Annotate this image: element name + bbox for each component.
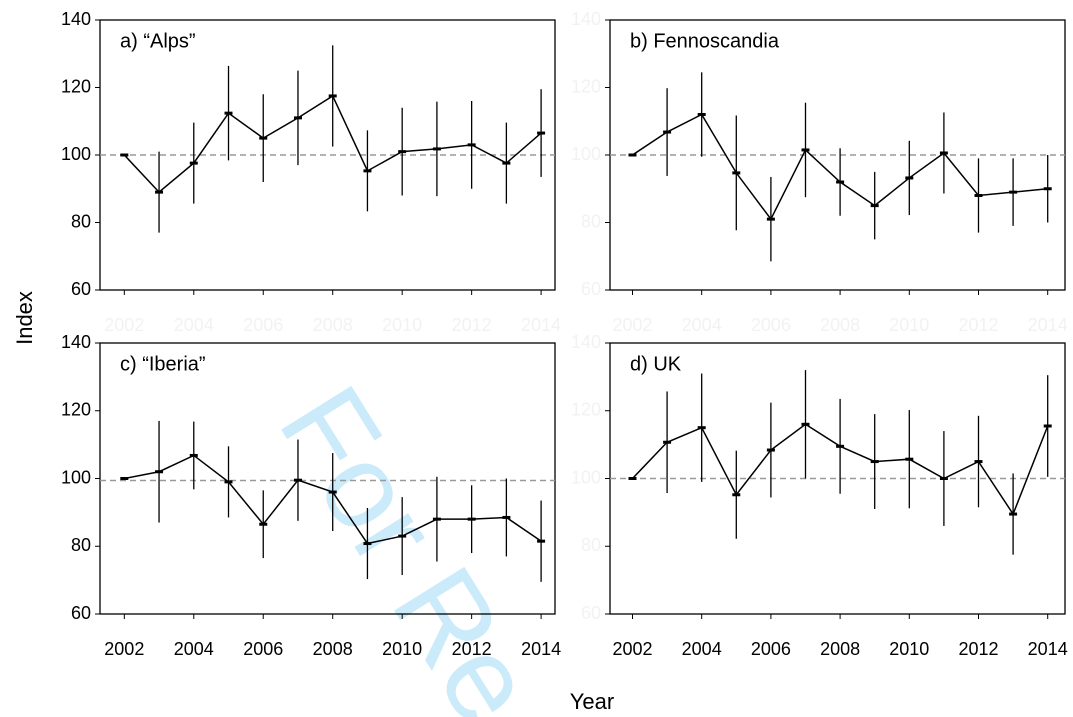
x-tick-label: 2010 (889, 315, 929, 335)
x-tick-label: 2014 (521, 315, 561, 335)
panel-title: a) “Alps” (120, 30, 196, 52)
x-tick-label: 2012 (958, 639, 998, 659)
y-tick-label: 100 (571, 467, 601, 487)
plot-frame (99, 19, 556, 291)
x-tick-label: 2012 (452, 639, 492, 659)
x-tick-label: 2014 (521, 639, 561, 659)
y-tick-label: 80 (71, 211, 91, 231)
y-tick-label: 100 (61, 144, 91, 164)
x-tick-label: 2010 (889, 639, 929, 659)
x-tick-label: 2008 (820, 639, 860, 659)
y-tick-label: 140 (61, 332, 91, 352)
x-tick-label: 2006 (243, 639, 283, 659)
x-tick-label: 2010 (382, 315, 422, 335)
panel-title: d) UK (630, 353, 682, 375)
x-axis-label: Year (570, 689, 614, 714)
x-tick-label: 2008 (820, 315, 860, 335)
x-tick-label: 2008 (313, 315, 353, 335)
y-tick-label: 120 (571, 400, 601, 420)
plot-frame (609, 19, 1066, 291)
panel-title: b) Fennoscandia (630, 30, 780, 52)
y-tick-label: 60 (581, 279, 601, 299)
x-tick-label: 2014 (1028, 315, 1068, 335)
y-tick-label: 120 (61, 400, 91, 420)
y-tick-label: 140 (571, 9, 601, 29)
x-tick-label: 2004 (174, 315, 214, 335)
y-tick-label: 140 (61, 9, 91, 29)
x-tick-label: 2002 (612, 639, 652, 659)
x-tick-label: 2006 (751, 315, 791, 335)
y-axis-label: Index (12, 291, 37, 345)
panel-title: c) “Iberia” (120, 353, 206, 375)
x-tick-label: 2008 (313, 639, 353, 659)
y-tick-label: 140 (571, 332, 601, 352)
x-tick-label: 2010 (382, 639, 422, 659)
x-tick-label: 2006 (751, 639, 791, 659)
x-tick-label: 2006 (243, 315, 283, 335)
plot-frame (609, 342, 1066, 615)
y-tick-label: 120 (571, 76, 601, 96)
x-tick-label: 2014 (1028, 639, 1068, 659)
x-tick-label: 2004 (174, 639, 214, 659)
y-tick-label: 80 (581, 535, 601, 555)
y-tick-label: 100 (571, 144, 601, 164)
y-tick-label: 60 (71, 279, 91, 299)
x-tick-label: 2012 (452, 315, 492, 335)
x-tick-label: 2012 (958, 315, 998, 335)
watermark: For Re (254, 364, 562, 717)
y-tick-label: 60 (581, 603, 601, 623)
y-tick-label: 100 (61, 467, 91, 487)
x-tick-label: 2002 (612, 315, 652, 335)
x-tick-label: 2002 (104, 315, 144, 335)
y-tick-label: 120 (61, 76, 91, 96)
x-tick-label: 2002 (104, 639, 144, 659)
y-tick-label: 60 (71, 603, 91, 623)
x-tick-label: 2004 (682, 315, 722, 335)
y-tick-label: 80 (71, 535, 91, 555)
y-tick-label: 80 (581, 211, 601, 231)
x-tick-label: 2004 (682, 639, 722, 659)
